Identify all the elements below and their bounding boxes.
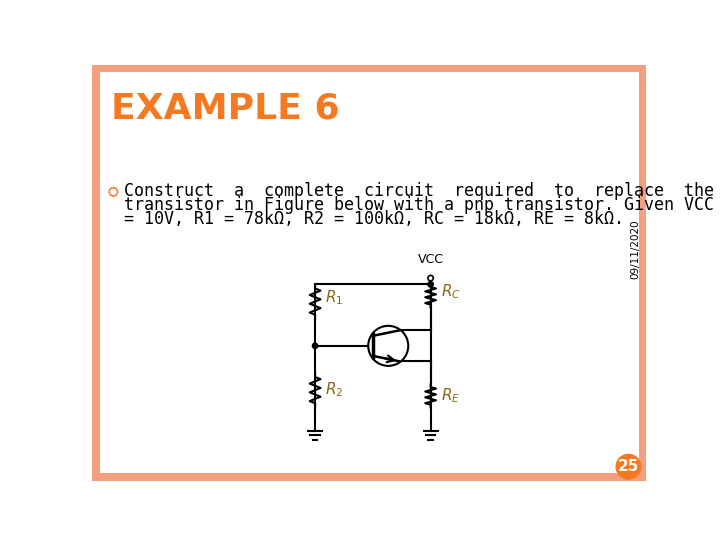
Text: VCC: VCC bbox=[418, 253, 444, 266]
Text: 09/11/2020: 09/11/2020 bbox=[631, 220, 640, 279]
Text: 25: 25 bbox=[618, 459, 639, 474]
Text: $R_C$: $R_C$ bbox=[441, 282, 461, 301]
Circle shape bbox=[428, 275, 433, 281]
Text: $R_1$: $R_1$ bbox=[325, 288, 343, 307]
Text: = 10V, R1 = 78kΩ, R2 = 100kΩ, RC = 18kΩ, RE = 8kΩ.: = 10V, R1 = 78kΩ, R2 = 100kΩ, RC = 18kΩ,… bbox=[124, 210, 624, 227]
Circle shape bbox=[428, 281, 433, 287]
Text: Construct  a  complete  circuit  required  to  replace  the: Construct a complete circuit required to… bbox=[124, 182, 714, 200]
Circle shape bbox=[616, 455, 641, 479]
Circle shape bbox=[312, 343, 318, 348]
Text: $R_E$: $R_E$ bbox=[441, 387, 460, 405]
Circle shape bbox=[111, 189, 116, 194]
Text: EXAMPLE 6: EXAMPLE 6 bbox=[111, 92, 340, 126]
Text: $R_2$: $R_2$ bbox=[325, 381, 343, 400]
Text: transistor in Figure below with a pnp transistor. Given VCC: transistor in Figure below with a pnp tr… bbox=[124, 195, 714, 214]
Circle shape bbox=[368, 326, 408, 366]
Circle shape bbox=[109, 187, 117, 196]
